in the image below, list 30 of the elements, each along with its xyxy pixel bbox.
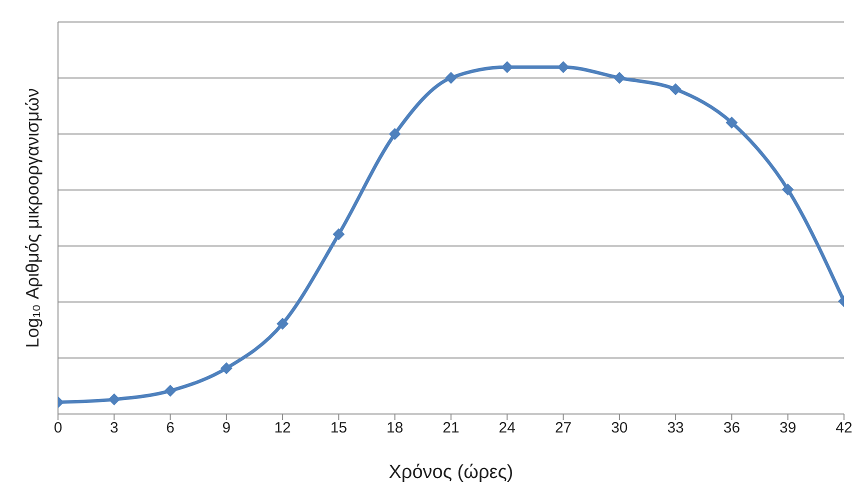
- x-tick-label: 30: [611, 420, 628, 437]
- x-tick-label: 42: [836, 420, 852, 437]
- point: [557, 61, 570, 74]
- x-tick-label: 27: [554, 420, 572, 437]
- x-tick-label: 15: [330, 420, 348, 437]
- point: [782, 184, 794, 196]
- x-tick-label: 6: [166, 420, 174, 437]
- point: [388, 128, 401, 140]
- x-tick-label: 39: [780, 420, 796, 437]
- point: [501, 61, 514, 74]
- point: [220, 362, 232, 374]
- x-tick-label: 9: [222, 420, 231, 437]
- x-tick-label: 12: [274, 420, 291, 437]
- point: [164, 384, 176, 397]
- point: [726, 116, 738, 129]
- point: [613, 72, 626, 84]
- point: [332, 228, 345, 240]
- point: [445, 72, 457, 84]
- x-tick-label: 33: [667, 420, 684, 437]
- x-tick-label: 36: [723, 420, 740, 437]
- x-tick-label: 24: [498, 420, 516, 437]
- x-tick-label: 0: [54, 420, 62, 437]
- x-tick-label: 21: [442, 420, 460, 437]
- x-tick-label: 3: [110, 420, 118, 437]
- point: [276, 318, 289, 330]
- point: [670, 83, 682, 96]
- x-tick-label: 18: [386, 420, 404, 437]
- x-axis-title: Χρόνος (ώρες): [388, 462, 514, 483]
- point: [108, 393, 120, 406]
- y-axis-title: Log₁₀ Αριθμός μικροοργανισμών: [22, 88, 42, 348]
